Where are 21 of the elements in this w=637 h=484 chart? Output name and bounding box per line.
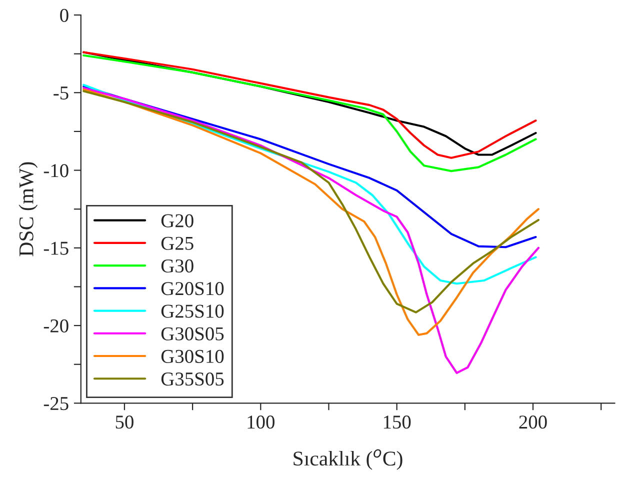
legend-label: G20 bbox=[161, 214, 194, 228]
legend-label: G25 bbox=[161, 236, 194, 250]
x-tick-label: 150 bbox=[384, 416, 411, 429]
y-tick-label: -5 bbox=[54, 86, 68, 100]
x-axis-title: Sıcaklık ($^{o}$C) bbox=[294, 449, 402, 470]
legend-label: G30S10 bbox=[161, 350, 224, 363]
line-series bbox=[82, 85, 537, 248]
y-axis-title: DSC (mW) bbox=[18, 162, 38, 256]
y-tick-label: -25 bbox=[44, 397, 68, 410]
y-tick-label: -15 bbox=[44, 242, 68, 255]
legend-label: G35S05 bbox=[161, 372, 224, 386]
y-tick-label: -10 bbox=[44, 164, 68, 178]
legend-label: G30S05 bbox=[161, 327, 224, 340]
x-tick-label: 50 bbox=[116, 416, 134, 429]
legend-label: G20S10 bbox=[161, 282, 224, 296]
y-tick-label: 0 bbox=[60, 8, 68, 22]
x-tick-label: 200 bbox=[519, 416, 547, 429]
y-tick-label: -20 bbox=[44, 319, 68, 332]
x-tick-label: 100 bbox=[248, 416, 274, 429]
legend-label: G30 bbox=[161, 259, 194, 273]
legend-label: G25S10 bbox=[161, 304, 224, 318]
